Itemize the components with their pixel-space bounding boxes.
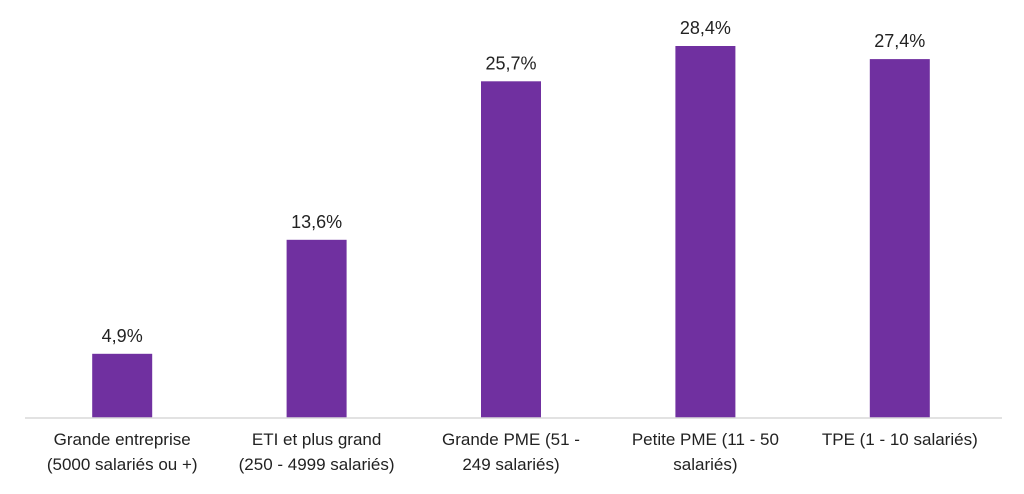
bar-4 <box>675 46 736 418</box>
bar-1 <box>92 353 153 418</box>
category-label-line: Grande entreprise <box>54 430 191 449</box>
category-label-3: Grande PME (51 - 249 salariés) <box>442 430 580 474</box>
category-labels: Grande entreprise (5000 salariés ou +) ETI… <box>47 430 978 474</box>
bar-2 <box>286 239 347 418</box>
category-label-line: ETI et plus grand <box>252 430 381 449</box>
bar-value-label-1: 4,9% <box>102 326 143 346</box>
category-label-2: ETI et plus grand (250 - 4999 salariés) <box>239 430 395 474</box>
category-label-line: (5000 salariés ou +) <box>47 455 198 474</box>
bar-value-label-5: 27,4% <box>874 31 925 51</box>
bar-5 <box>869 59 930 418</box>
bar-value-label-4: 28,4% <box>680 18 731 38</box>
category-label-line: salariés) <box>673 455 737 474</box>
bar-3 <box>481 81 541 419</box>
category-label-line: Petite PME (11 - 50 <box>632 430 779 449</box>
category-label-line: Grande PME (51 - <box>442 430 580 449</box>
category-label-line: TPE (1 - 10 salariés) <box>822 430 978 449</box>
category-label-line: (250 - 4999 salariés) <box>239 455 395 474</box>
category-label-line: 249 salariés) <box>462 455 559 474</box>
category-label-1: Grande entreprise (5000 salariés ou +) <box>47 430 198 474</box>
bar-value-label-2: 13,6% <box>291 212 342 232</box>
labels-layer: 4,9% 13,6% 25,7% 28,4% 27,4% <box>102 18 926 346</box>
bars-layer <box>92 46 930 419</box>
category-label-5: TPE (1 - 10 salariés) <box>822 430 978 449</box>
bar-value-label-3: 25,7% <box>485 53 536 73</box>
category-label-4: Petite PME (11 - 50 salariés) <box>632 430 779 474</box>
